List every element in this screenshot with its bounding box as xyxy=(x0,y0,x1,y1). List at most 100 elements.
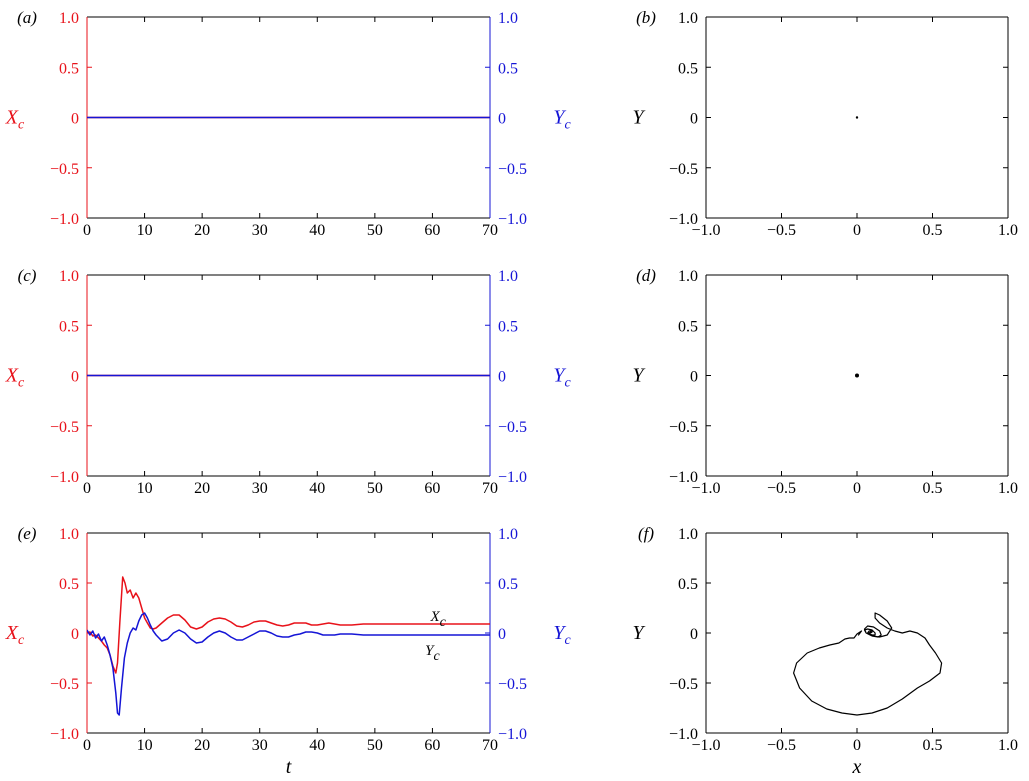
x-tick-label: −0.5 xyxy=(767,222,796,239)
y-tick-label-left: 0.5 xyxy=(59,60,79,77)
y-tick-label-right: −1.0 xyxy=(498,469,527,486)
panel-f: (f) −1.0 −0.5 0 0.5 1.0 1.0 0.5 0 −0.5 −1.0 Yx xyxy=(632,524,1018,778)
panel-label: (f) xyxy=(638,524,654,543)
y-axis-label-right-sub: c xyxy=(564,376,571,391)
y-tick-label-left: 0.5 xyxy=(678,576,698,593)
y-tick-label-right: −0.5 xyxy=(498,676,527,693)
y-tick-label-left: 0.5 xyxy=(678,60,698,77)
panel-label: (c) xyxy=(18,266,37,285)
data-point xyxy=(855,116,859,119)
y-tick-label-right: 1.0 xyxy=(498,10,518,27)
data-point xyxy=(855,373,859,378)
x-tick-label: 30 xyxy=(252,737,268,754)
y-tick-label-left: −1.0 xyxy=(50,726,79,743)
y-tick-label-left: −1.0 xyxy=(669,726,698,743)
y-tick-label-left: 0 xyxy=(71,369,79,386)
panel-e: (e) 0 10 20 30 40 50 60 70 1.0 0.5 0 −0.5 −1.0 1.0 0.5 0… xyxy=(5,524,572,778)
y-tick-label-left: −0.5 xyxy=(50,676,79,693)
y-axis-label-left-main: X xyxy=(5,622,19,644)
x-tick-label: 0 xyxy=(83,480,91,497)
y-axis-label-right-sub: c xyxy=(564,118,571,133)
panel-label: (b) xyxy=(636,8,656,27)
x-tick-label: 40 xyxy=(309,222,325,239)
x-tick-label: −1.0 xyxy=(691,222,720,239)
panel-label: (a) xyxy=(17,8,37,27)
curve-label-sub: c xyxy=(433,649,440,664)
y-tick-label-left: 0.5 xyxy=(59,576,79,593)
panel-b: (b) −1.0 −0.5 0 0.5 1.0 1.0 0.5 0 −0.5 −1.0 Y xyxy=(632,8,1018,239)
x-tick-label: 20 xyxy=(194,480,210,497)
x-tick-label: −1.0 xyxy=(691,480,720,497)
x-tick-label: −0.5 xyxy=(767,737,796,754)
x-axis-label: t xyxy=(286,756,292,778)
y-axis-label-right-main: Y xyxy=(553,622,566,644)
y-axis-label-right-main: Y xyxy=(553,107,566,129)
curve-label-main: Y xyxy=(425,643,435,659)
panel-a: (a) 0 10 20 30 40 50 60 70 1.0 0.5 0 −0.5 −1.0 1.0 0.5 0… xyxy=(5,8,572,239)
y-tick-label-left: −0.5 xyxy=(50,161,79,178)
x-tick-label: 70 xyxy=(482,480,498,497)
x-tick-label: 10 xyxy=(137,480,153,497)
y-axis-label-left: Xc xyxy=(5,365,25,391)
y-tick-label-right: 0 xyxy=(498,626,506,643)
trajectory-line xyxy=(793,612,943,716)
panel-label: (d) xyxy=(636,266,656,285)
x-tick-label: 0.5 xyxy=(923,480,943,497)
y-axis-label-left: Xc xyxy=(5,107,25,133)
x-tick-label: 10 xyxy=(137,737,153,754)
y-axis-label-left-sub: c xyxy=(18,118,25,133)
curve-label-sub: c xyxy=(440,615,447,630)
y-tick-label-left: −0.5 xyxy=(669,161,698,178)
x-tick-label: 60 xyxy=(424,737,440,754)
x-tick-label: 40 xyxy=(309,480,325,497)
y-tick-label-left: −1.0 xyxy=(50,211,79,228)
x-tick-label: 0 xyxy=(83,737,91,754)
y-axis-label-left-sub: c xyxy=(18,376,25,391)
panel-label: (e) xyxy=(18,524,37,543)
y-tick-label-right: 0.5 xyxy=(498,60,518,77)
y-tick-label-left: 0 xyxy=(71,111,79,128)
curve-label: Yc xyxy=(425,643,440,664)
panel-c: (c) 0 10 20 30 40 50 60 70 1.0 0.5 0 −0.5 −1.0 1.0 0.5 0… xyxy=(5,266,572,497)
y-axis-label: Y xyxy=(632,107,645,129)
plot-area xyxy=(855,116,859,119)
y-tick-label-left: −0.5 xyxy=(669,676,698,693)
x-tick-label: 60 xyxy=(424,480,440,497)
plot-area xyxy=(87,576,490,716)
x-tick-label: −1.0 xyxy=(691,737,720,754)
y-tick-label-right: −0.5 xyxy=(498,419,527,436)
y-axis-label-right: Yc xyxy=(553,107,571,133)
x-tick-label: 50 xyxy=(367,222,383,239)
x-tick-label: 0 xyxy=(83,222,91,239)
y-tick-label-left: 1.0 xyxy=(59,268,79,285)
x-tick-label: 70 xyxy=(482,222,498,239)
y-tick-label-right: −0.5 xyxy=(498,161,527,178)
y-tick-label-left: 1.0 xyxy=(59,526,79,543)
y-tick-label-left: 1.0 xyxy=(59,10,79,27)
y-tick-label-left: 1.0 xyxy=(678,10,698,27)
plot-area xyxy=(793,612,943,716)
x-tick-label: 50 xyxy=(367,480,383,497)
series-line-x xyxy=(87,576,490,674)
y-tick-label-right: 0.5 xyxy=(498,576,518,593)
y-tick-label-left: 0 xyxy=(690,369,698,386)
y-axis-label: Y xyxy=(632,622,645,644)
y-tick-label-left: −1.0 xyxy=(50,469,79,486)
y-tick-label-right: 1.0 xyxy=(498,268,518,285)
y-tick-label-left: −1.0 xyxy=(669,469,698,486)
x-tick-label: 30 xyxy=(252,480,268,497)
y-axis-label-right-sub: c xyxy=(564,633,571,648)
x-tick-label: 20 xyxy=(194,737,210,754)
y-tick-label-left: 0 xyxy=(690,626,698,643)
y-tick-label-left: 0 xyxy=(71,626,79,643)
y-axis-label-right-main: Y xyxy=(553,365,566,387)
y-axis-label-left-main: X xyxy=(5,365,19,387)
y-axis-label-left-sub: c xyxy=(18,633,25,648)
panel-d: (d) −1.0 −0.5 0 0.5 1.0 1.0 0.5 0 −0.5 −1.0 Y xyxy=(632,266,1018,497)
x-tick-label: 0 xyxy=(853,737,861,754)
x-tick-label: 0.5 xyxy=(923,222,943,239)
y-tick-label-right: 0 xyxy=(498,369,506,386)
x-tick-label: 10 xyxy=(137,222,153,239)
x-tick-label: 20 xyxy=(194,222,210,239)
